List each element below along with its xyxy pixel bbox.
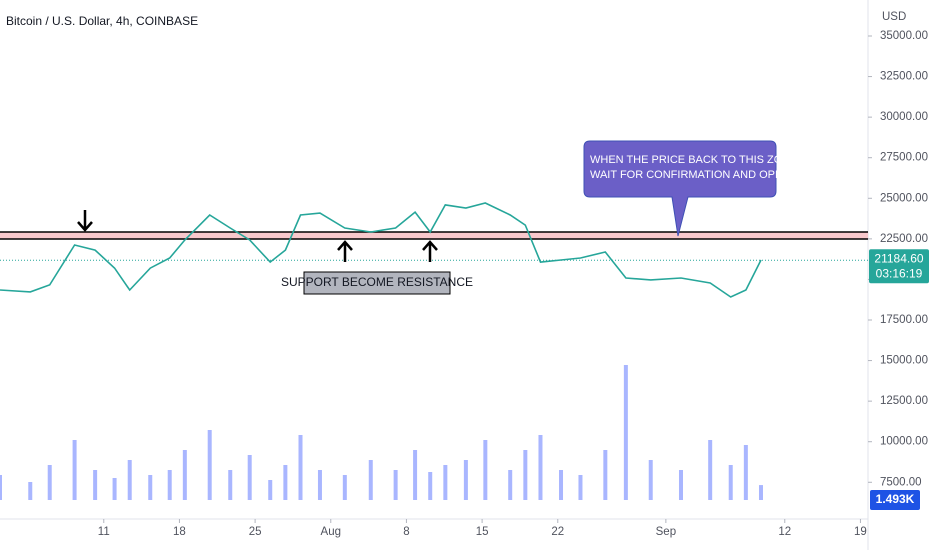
volume-bar <box>283 465 288 500</box>
volume-bar <box>523 450 528 500</box>
volume-bar <box>443 465 448 500</box>
x-tick-label: 18 <box>173 526 186 538</box>
volume-bar <box>483 440 488 500</box>
volume-bar <box>317 470 322 500</box>
volume-bar <box>0 475 2 500</box>
volume-bar <box>413 450 418 500</box>
x-tick-label: Sep <box>656 526 676 538</box>
resistance-zone <box>0 232 868 240</box>
volume-bar <box>559 470 564 500</box>
volume-bar <box>508 470 513 500</box>
y-tick-label: 30000.00 <box>880 111 928 123</box>
currency: USD <box>882 11 906 23</box>
x-tick-label: Aug <box>321 526 341 538</box>
volume-bar <box>648 460 653 500</box>
y-tick-label: 17500.00 <box>880 314 928 326</box>
x-tick-label: 25 <box>249 526 262 538</box>
support-box <box>303 271 451 295</box>
volume-bar <box>678 470 683 500</box>
volume-bar <box>368 460 373 500</box>
countdown: 03:16:19 <box>876 266 923 280</box>
volume-bar <box>743 445 748 500</box>
volume-bar <box>603 450 608 500</box>
volume-bar <box>182 450 187 500</box>
price-line <box>0 202 762 298</box>
last-price-box <box>869 249 929 284</box>
y-tick-label: 12500.00 <box>880 395 928 407</box>
volume-bar <box>728 465 733 500</box>
y-tick-label: 27500.00 <box>880 152 928 164</box>
arrow-down <box>77 210 93 232</box>
volume-bar <box>463 460 468 500</box>
volume-bar <box>268 480 273 500</box>
x-tick-label: 11 <box>98 526 110 538</box>
x-tick-label: 12 <box>778 526 791 538</box>
volume-bar <box>228 470 233 500</box>
volume-bar <box>247 455 252 500</box>
volume-bar <box>72 440 77 500</box>
y-tick-label: 15000.00 <box>880 355 928 367</box>
volume-bar <box>148 475 153 500</box>
volume-bar <box>342 475 347 500</box>
volume-bar <box>538 435 543 500</box>
arrow-up <box>422 240 438 262</box>
volume-label: 1.493K <box>876 492 915 506</box>
y-tick-label: 25000.00 <box>880 192 928 204</box>
x-tick-label: 19 <box>854 526 867 538</box>
y-tick-label: 32500.00 <box>880 71 928 83</box>
volume-bar <box>623 365 628 500</box>
volume-bar <box>207 430 212 500</box>
volume-bar <box>578 475 583 500</box>
volume-bar <box>298 435 303 500</box>
x-tick-label: 8 <box>403 526 409 538</box>
callout <box>583 140 777 237</box>
arrow-up <box>337 240 353 262</box>
x-tick-label: 22 <box>551 526 564 538</box>
annotations: SUPPORT BECOME RESISTANCE WHEN THE PRICE… <box>77 140 832 295</box>
volume-bar <box>428 472 433 500</box>
y-tick-label: 7500.00 <box>880 476 922 488</box>
volume-bar <box>47 465 52 500</box>
volume-bar <box>708 440 713 500</box>
volume-bar <box>167 470 172 500</box>
callout-text: WAIT FOR CONFIRMATION AND OPEN SHORT <box>590 169 832 181</box>
y-tick-label: 10000.00 <box>880 436 928 448</box>
volume-bar <box>758 485 763 500</box>
y-tick-label: 35000.00 <box>880 30 928 42</box>
volume-bar <box>28 482 33 500</box>
volume-bar <box>393 470 398 500</box>
chart-title: Bitcoin / U.S. Dollar, 4h, COINBASE <box>6 14 198 28</box>
volume-bar <box>112 478 117 500</box>
callout-text: WHEN THE PRICE BACK TO THIS ZONE <box>590 154 798 166</box>
volume-bar <box>127 460 132 500</box>
last-price-label: 21184.60 <box>874 251 923 265</box>
support-text: SUPPORT BECOME RESISTANCE <box>281 275 473 289</box>
volume-label-box <box>870 490 920 510</box>
y-tick-label: 22500.00 <box>880 233 928 245</box>
x-tick-label: 15 <box>476 526 489 538</box>
volume-bar <box>93 470 98 500</box>
